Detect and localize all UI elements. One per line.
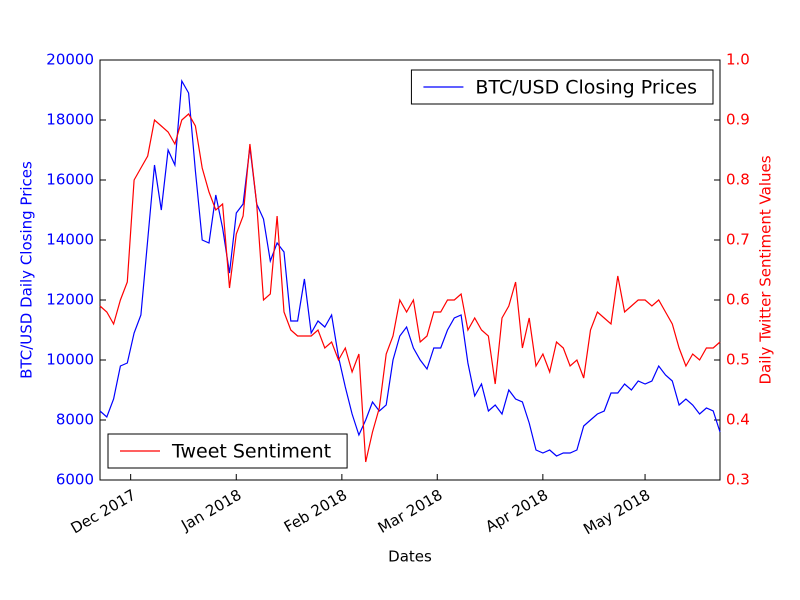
- y2-axis-label: Daily Twitter Sentiment Values: [757, 155, 775, 384]
- y2-tick-label: 0.6: [726, 291, 750, 309]
- x-tick-label: Feb 2018: [281, 486, 350, 536]
- y-tick-label: 8000: [56, 411, 94, 429]
- series-line: [99, 113, 721, 463]
- legend-label: BTC/USD Closing Prices: [475, 77, 697, 99]
- y2-tick-label: 0.9: [726, 111, 750, 129]
- x-tick-label: May 2018: [580, 486, 653, 539]
- y2-tick-label: 0.3: [726, 471, 750, 489]
- y-tick-label: 20000: [46, 51, 94, 69]
- series-line: [99, 79, 721, 457]
- y2-tick-label: 0.8: [726, 171, 750, 189]
- x-axis-label: Dates: [388, 548, 432, 566]
- x-tick-label: Dec 2017: [68, 486, 139, 538]
- y-tick-label: 6000: [56, 471, 94, 489]
- x-tick-label: Apr 2018: [482, 486, 551, 536]
- y2-tick-label: 0.7: [726, 231, 750, 249]
- y2-tick-label: 0.4: [726, 411, 750, 429]
- legend-label: Tweet Sentiment: [171, 441, 331, 463]
- x-tick-label: Mar 2018: [375, 486, 446, 537]
- y2-tick-label: 1.0: [726, 51, 750, 69]
- y-tick-label: 10000: [46, 351, 94, 369]
- y-tick-label: 18000: [46, 111, 94, 129]
- y-axis-label: BTC/USD Daily Closing Prices: [18, 161, 36, 379]
- x-tick-label: Jan 2018: [177, 486, 244, 535]
- plot-area: [99, 59, 721, 481]
- y2-tick-label: 0.5: [726, 351, 750, 369]
- y-tick-label: 16000: [46, 171, 94, 189]
- y-tick-label: 12000: [46, 291, 94, 309]
- y-tick-label: 14000: [46, 231, 94, 249]
